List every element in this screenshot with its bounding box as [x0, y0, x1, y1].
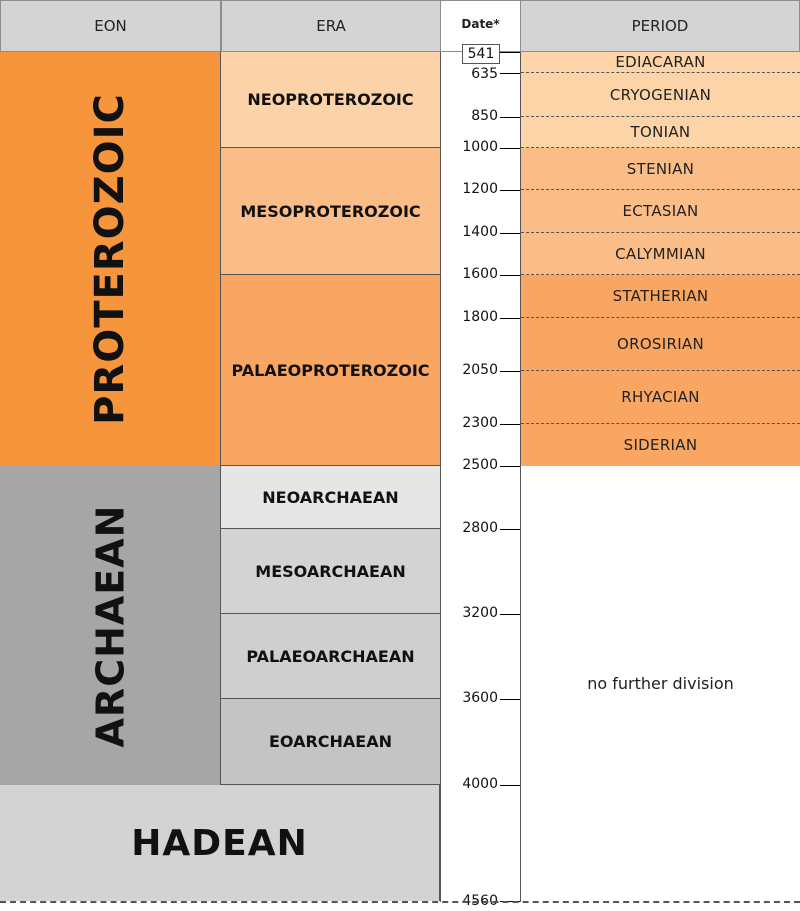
date-tick — [500, 424, 520, 425]
date-tick — [500, 148, 520, 149]
header-eon: EON — [0, 0, 221, 52]
period-ectasian: ECTASIAN — [521, 190, 800, 233]
date-tick — [500, 52, 520, 53]
period-calymmian: CALYMMIAN — [521, 233, 800, 275]
header-era: ERA — [221, 0, 441, 52]
era-palaeoproterozoic: PALAEOPROTEROZOIC — [221, 275, 440, 466]
eon-label: ARCHAEAN — [88, 504, 133, 747]
period-rhyacian: RHYACIAN — [521, 371, 800, 424]
date-tick — [500, 117, 520, 118]
date-tick — [500, 785, 520, 786]
date-label-1800: 1800 — [462, 309, 498, 325]
eon-label: HADEAN — [131, 822, 308, 864]
date-label-4000: 4000 — [462, 776, 498, 792]
header-date: Date* — [441, 0, 520, 52]
date-label-1000: 1000 — [462, 139, 498, 155]
period-ediacaran: EDIACARAN — [521, 52, 800, 73]
era-mesoproterozoic: MESOPROTEROZOIC — [221, 148, 440, 275]
date-tick — [500, 73, 520, 74]
date-tick — [500, 529, 520, 530]
eon-label: PROTEROZOIC — [87, 93, 133, 425]
period-tonian: TONIAN — [521, 117, 800, 148]
date-label-850: 850 — [471, 108, 498, 124]
period-orosirian: OROSIRIAN — [521, 318, 800, 371]
date-tick — [500, 466, 520, 467]
date-tick — [500, 318, 520, 319]
era-palaeoarchaean: PALAEOARCHAEAN — [221, 614, 440, 699]
date-tick — [500, 699, 520, 700]
date-tick — [500, 233, 520, 234]
date-tick — [500, 190, 520, 191]
date-label-2500: 2500 — [462, 457, 498, 473]
date-label-1400: 1400 — [462, 224, 498, 240]
date-tick — [500, 371, 520, 372]
no-further-division-label: no further division — [521, 466, 800, 901]
date-tick — [500, 275, 520, 276]
header-period: PERIOD — [520, 0, 800, 52]
date-label-1600: 1600 — [462, 266, 498, 282]
era-eoarchaean: EOARCHAEAN — [221, 699, 440, 785]
era-neoarchaean: NEOARCHAEAN — [221, 466, 440, 529]
date-column-right-border — [520, 52, 521, 902]
date-label-3600: 3600 — [462, 690, 498, 706]
eon-archaean: ARCHAEAN — [0, 466, 221, 785]
eon-proterozoic: PROTEROZOIC — [0, 52, 221, 466]
date-column-left-border — [440, 52, 441, 902]
date-tick — [500, 614, 520, 615]
date-label-2050: 2050 — [462, 362, 498, 378]
era-neoproterozoic: NEOPROTEROZOIC — [221, 52, 440, 148]
date-label-3200: 3200 — [462, 605, 498, 621]
period-stenian: STENIAN — [521, 148, 800, 190]
date-label-635: 635 — [471, 66, 498, 82]
era-mesoarchaean: MESOARCHAEAN — [221, 529, 440, 614]
period-cryogenian: CRYOGENIAN — [521, 73, 800, 117]
date-label-2300: 2300 — [462, 415, 498, 431]
date-label-1200: 1200 — [462, 181, 498, 197]
date-label-2800: 2800 — [462, 520, 498, 536]
bottom-dashed-line — [0, 901, 800, 903]
period-siderian: SIDERIAN — [521, 424, 800, 466]
date-label-541: 541 — [462, 44, 500, 64]
eon-hadean: HADEAN — [0, 785, 440, 901]
period-statherian: STATHERIAN — [521, 275, 800, 318]
